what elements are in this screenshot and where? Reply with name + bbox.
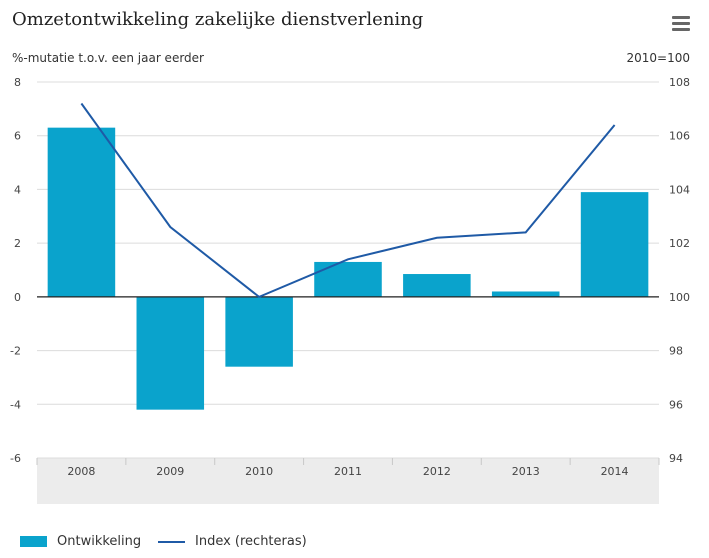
legend-item-bars[interactable]: Ontwikkeling <box>20 534 141 549</box>
category-label: 2013 <box>512 465 540 478</box>
category-label: 2014 <box>601 465 629 478</box>
category-label: 2008 <box>67 465 95 478</box>
bar-2009[interactable] <box>136 296 205 410</box>
index-point-2013[interactable] <box>523 229 529 235</box>
bar-2010[interactable] <box>225 296 293 367</box>
legend-item-line[interactable]: Index (rechteras) <box>158 534 307 549</box>
menu-bar-bottom <box>672 28 690 31</box>
legend-label-bars: Ontwikkeling <box>57 534 142 549</box>
legend-label-line: Index (rechteras) <box>195 534 307 549</box>
category-label: 2011 <box>334 465 362 478</box>
index-point-2010[interactable] <box>256 294 262 300</box>
right-tick-label: 96 <box>669 398 683 411</box>
left-axis-label: %-mutatie t.o.v. een jaar eerder <box>12 51 204 65</box>
right-tick-label: 106 <box>669 130 690 143</box>
category-label: 2010 <box>245 465 273 478</box>
left-tick-label: 8 <box>14 76 21 89</box>
hamburger-menu-icon[interactable] <box>672 16 690 32</box>
chart-plot: 8 6 4 2 0 -2 -4 -6 108 106 104 102 100 98 96 94 2008 20… <box>10 76 690 504</box>
index-point-2011[interactable] <box>345 256 351 262</box>
bar-2008[interactable] <box>47 127 116 297</box>
index-point-2012[interactable] <box>434 235 440 241</box>
left-tick-label: -2 <box>10 345 21 358</box>
bar-2012[interactable] <box>403 274 471 297</box>
right-axis-label: 2010=100 <box>626 51 691 65</box>
left-tick-label: 0 <box>14 291 21 304</box>
left-tick-label: -6 <box>10 452 21 465</box>
left-tick-label: 4 <box>14 183 21 196</box>
right-tick-label: 100 <box>669 291 690 304</box>
right-tick-label: 94 <box>669 452 683 465</box>
menu-bar-top <box>672 16 690 19</box>
right-tick-label: 104 <box>669 183 690 196</box>
right-tick-label: 98 <box>669 345 683 358</box>
category-band <box>37 458 659 504</box>
bar-2013[interactable] <box>491 291 560 297</box>
index-point-2009[interactable] <box>167 224 173 230</box>
category-label: 2009 <box>156 465 184 478</box>
index-point-2008[interactable] <box>78 100 84 106</box>
legend-swatch-line <box>158 540 185 543</box>
left-tick-label: 6 <box>14 130 21 143</box>
chart-title: Omzetontwikkeling zakelijke dienstverlen… <box>12 9 424 30</box>
left-tick-label: 2 <box>14 237 21 250</box>
right-tick-label: 108 <box>669 76 690 89</box>
category-label: 2012 <box>423 465 451 478</box>
right-tick-label: 102 <box>669 237 690 250</box>
bar-2014[interactable] <box>580 192 649 297</box>
legend-swatch-bar <box>20 536 47 547</box>
menu-bar-middle <box>672 22 690 25</box>
index-point-2014[interactable] <box>612 122 618 128</box>
left-tick-label: -4 <box>10 398 21 411</box>
index-line[interactable] <box>80 102 616 299</box>
bar-2011[interactable] <box>314 261 382 297</box>
